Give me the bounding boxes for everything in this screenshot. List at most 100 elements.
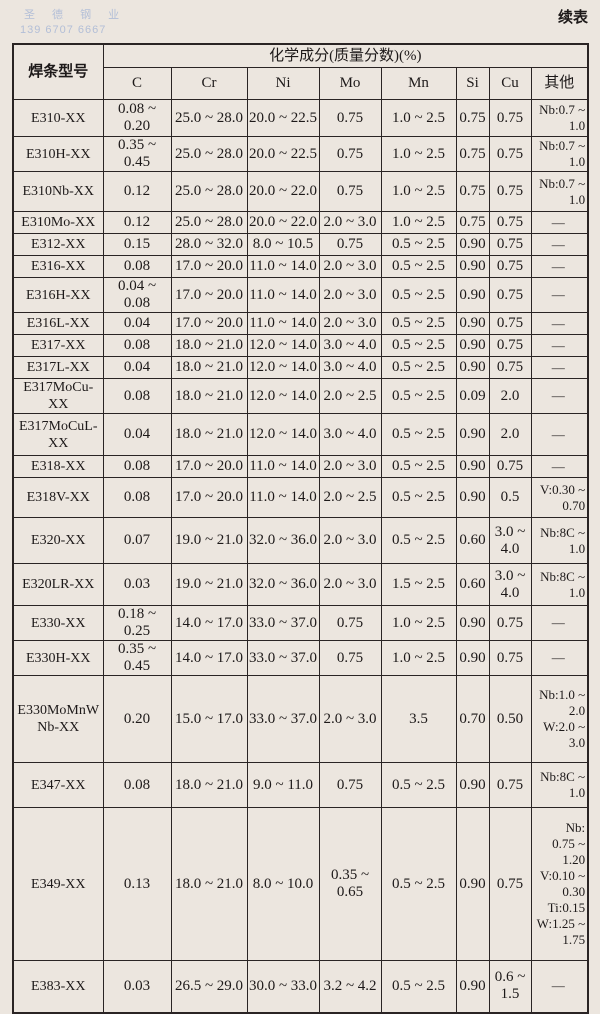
- column-header-si: Si: [455, 67, 490, 100]
- cell-ni: 30.0 ~ 33.0: [246, 960, 320, 1013]
- table-row: E317MoCuL- XX 0.04 18.0 ~ 21.0 12.0 ~ 14.0 3…: [12, 413, 589, 456]
- cell-si: 0.90: [455, 455, 490, 478]
- cell-si: 0.90: [455, 807, 490, 961]
- cell-cr: 18.0 ~ 21.0: [170, 356, 248, 379]
- cell-c: 0.04: [102, 413, 172, 456]
- cell-cu: 0.75: [488, 356, 532, 379]
- cell-si: 0.90: [455, 334, 490, 357]
- table-row: E316H-XX 0.04 ~ 0.08 17.0 ~ 20.0 11.0 ~ 14.…: [12, 277, 589, 313]
- cell-other: —: [530, 334, 589, 357]
- cell-mn: 0.5 ~ 2.5: [380, 413, 457, 456]
- table-row: E316-XX 0.08 17.0 ~ 20.0 11.0 ~ 14.0 2.0 ~ 3…: [12, 255, 589, 278]
- cell-electrode-type: E330H-XX: [12, 640, 104, 676]
- cell-mo: 2.0 ~ 2.5: [318, 378, 382, 414]
- cell-cr: 17.0 ~ 20.0: [170, 255, 248, 278]
- cell-mn: 1.0 ~ 2.5: [380, 171, 457, 212]
- cell-electrode-type: E317MoCu-XX: [12, 378, 104, 414]
- cell-ni: 12.0 ~ 14.0: [246, 356, 320, 379]
- cell-cr: 18.0 ~ 21.0: [170, 334, 248, 357]
- cell-cu: 3.0 ~ 4.0: [488, 517, 532, 564]
- cell-mn: 0.5 ~ 2.5: [380, 517, 457, 564]
- cell-other: —: [530, 233, 589, 256]
- column-header-mo: Mo: [318, 67, 382, 100]
- cell-si: 0.90: [455, 477, 490, 518]
- cell-mn: 1.0 ~ 2.5: [380, 605, 457, 641]
- column-header-c: C: [102, 67, 172, 100]
- cell-ni: 8.0 ~ 10.5: [246, 233, 320, 256]
- cell-ni: 11.0 ~ 14.0: [246, 277, 320, 313]
- cell-mn: 0.5 ~ 2.5: [380, 277, 457, 313]
- cell-si: 0.70: [455, 675, 490, 763]
- cell-cu: 0.5: [488, 477, 532, 518]
- cell-electrode-type: E383-XX: [12, 960, 104, 1013]
- cell-cu: 0.75: [488, 136, 532, 172]
- cell-c: 0.35 ~ 0.45: [102, 136, 172, 172]
- cell-cu: 0.6 ~ 1.5: [488, 960, 532, 1013]
- cell-si: 0.75: [455, 136, 490, 172]
- cell-other: V:0.30 ~ 0.70: [530, 477, 589, 518]
- cell-c: 0.35 ~ 0.45: [102, 640, 172, 676]
- cell-mn: 0.5 ~ 2.5: [380, 477, 457, 518]
- cell-mn: 1.5 ~ 2.5: [380, 563, 457, 606]
- cell-cu: 0.75: [488, 255, 532, 278]
- cell-cr: 26.5 ~ 29.0: [170, 960, 248, 1013]
- cell-si: 0.90: [455, 413, 490, 456]
- cell-si: 0.60: [455, 517, 490, 564]
- cell-cu: 0.75: [488, 605, 532, 641]
- cell-mo: 2.0 ~ 3.0: [318, 563, 382, 606]
- cell-cu: 0.50: [488, 675, 532, 763]
- cell-si: 0.75: [455, 99, 490, 137]
- cell-c: 0.04 ~ 0.08: [102, 277, 172, 313]
- cell-other: Nb:8C ~ 1.0: [530, 563, 589, 606]
- cell-other: —: [530, 605, 589, 641]
- cell-cr: 18.0 ~ 21.0: [170, 762, 248, 808]
- cell-cu: 0.75: [488, 312, 532, 335]
- cell-electrode-type: E330-XX: [12, 605, 104, 641]
- cell-c: 0.08: [102, 255, 172, 278]
- cell-ni: 32.0 ~ 36.0: [246, 517, 320, 564]
- table-row: E316L-XX 0.04 17.0 ~ 20.0 11.0 ~ 14.0 2.0 ~ …: [12, 312, 589, 335]
- cell-mn: 0.5 ~ 2.5: [380, 455, 457, 478]
- table-row: E310-XX 0.08 ~ 0.20 25.0 ~ 28.0 20.0 ~ 22.5…: [12, 99, 589, 137]
- cell-si: 0.60: [455, 563, 490, 606]
- cell-mo: 2.0 ~ 3.0: [318, 517, 382, 564]
- cell-mo: 2.0 ~ 3.0: [318, 211, 382, 234]
- cell-electrode-type: E310Mo-XX: [12, 211, 104, 234]
- cell-other: Nb:8C ~ 1.0: [530, 762, 589, 808]
- cell-cr: 15.0 ~ 17.0: [170, 675, 248, 763]
- cell-cr: 17.0 ~ 20.0: [170, 277, 248, 313]
- cell-si: 0.90: [455, 960, 490, 1013]
- cell-electrode-type: E317MoCuL- XX: [12, 413, 104, 456]
- cell-c: 0.08: [102, 378, 172, 414]
- cell-mo: 2.0 ~ 3.0: [318, 277, 382, 313]
- cell-c: 0.12: [102, 211, 172, 234]
- cell-ni: 12.0 ~ 14.0: [246, 413, 320, 456]
- cell-cu: 0.75: [488, 807, 532, 961]
- cell-cu: 0.75: [488, 171, 532, 212]
- table-row: E330MoMnW Nb-XX 0.20 15.0 ~ 17.0 33.0 ~ 37.…: [12, 675, 589, 763]
- cell-cu: 0.75: [488, 99, 532, 137]
- table-row: E347-XX 0.08 18.0 ~ 21.0 9.0 ~ 11.0 0.75 0.5 …: [12, 762, 589, 808]
- cell-cu: 3.0 ~ 4.0: [488, 563, 532, 606]
- cell-cr: 25.0 ~ 28.0: [170, 171, 248, 212]
- cell-c: 0.12: [102, 171, 172, 212]
- cell-cr: 17.0 ~ 20.0: [170, 312, 248, 335]
- cell-ni: 20.0 ~ 22.0: [246, 171, 320, 212]
- cell-other: Nb:0.7 ~ 1.0: [530, 99, 589, 137]
- watermark: 圣 德 钢 业 139 6707 6667: [20, 8, 126, 38]
- cell-mo: 0.75: [318, 640, 382, 676]
- cell-mn: 3.5: [380, 675, 457, 763]
- cell-c: 0.08 ~ 0.20: [102, 99, 172, 137]
- cell-ni: 8.0 ~ 10.0: [246, 807, 320, 961]
- cell-mo: 2.0 ~ 2.5: [318, 477, 382, 518]
- cell-c: 0.13: [102, 807, 172, 961]
- cell-c: 0.15: [102, 233, 172, 256]
- cell-cr: 17.0 ~ 20.0: [170, 477, 248, 518]
- cell-si: 0.90: [455, 640, 490, 676]
- column-header-ni: Ni: [246, 67, 320, 100]
- cell-mn: 0.5 ~ 2.5: [380, 334, 457, 357]
- cell-other: —: [530, 255, 589, 278]
- cell-other: —: [530, 312, 589, 335]
- cell-c: 0.08: [102, 477, 172, 518]
- cell-mn: 0.5 ~ 2.5: [380, 378, 457, 414]
